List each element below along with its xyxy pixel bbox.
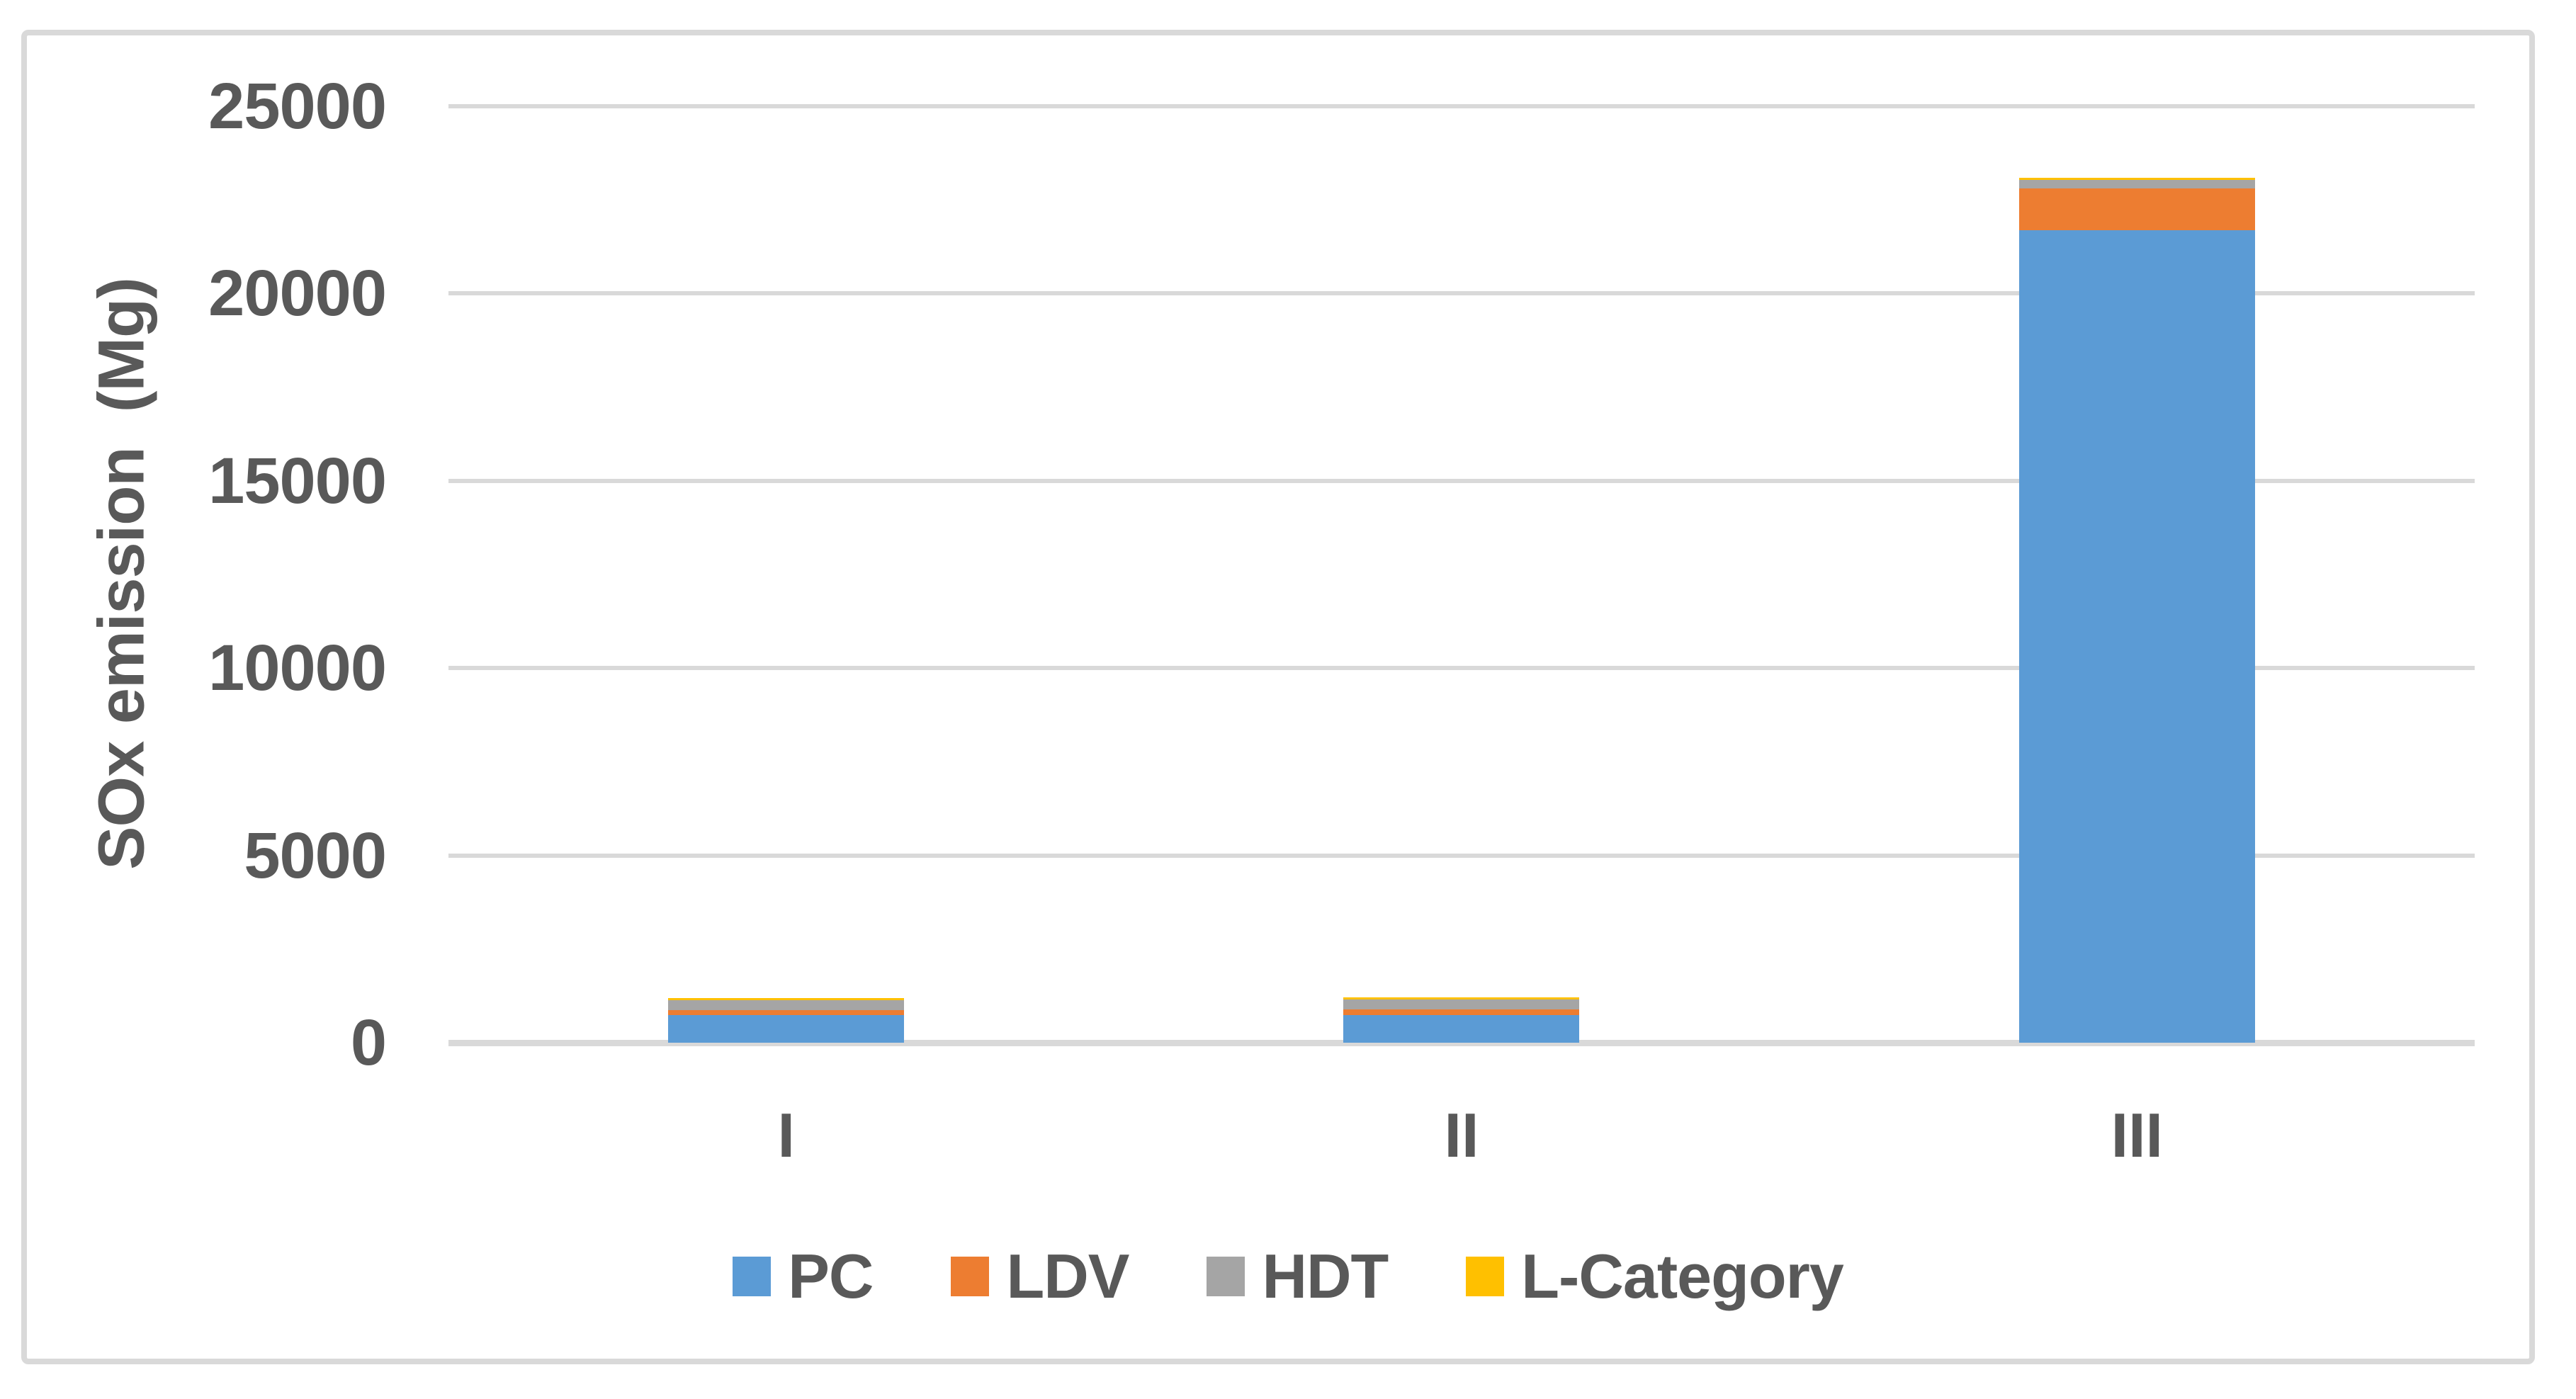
figure-border bbox=[21, 30, 2535, 1364]
y-axis-tick-label: 25000 bbox=[208, 70, 387, 142]
x-axis-label-I: I bbox=[777, 1100, 795, 1170]
bar-III bbox=[2018, 178, 2255, 1043]
legend-label-hdt: HDT bbox=[1262, 1241, 1389, 1311]
bar-cell-II bbox=[1124, 106, 1799, 1043]
bar-segment-ldv-II bbox=[1343, 1009, 1580, 1016]
bar-segment-pc-I bbox=[668, 1014, 905, 1043]
bar-segment-pc-II bbox=[1343, 1015, 1580, 1043]
y-axis-title: SOx emission (Mg) bbox=[85, 278, 158, 870]
x-axis-line bbox=[448, 1040, 2475, 1046]
bar-cell-III bbox=[1800, 106, 2475, 1043]
legend: PC LDV HDT L-Category bbox=[0, 1241, 2576, 1312]
bar-segment-pc-III bbox=[2018, 230, 2255, 1043]
bar-I bbox=[668, 998, 905, 1043]
legend-item-ldv: LDV bbox=[951, 1242, 1129, 1310]
legend-label-ldv: LDV bbox=[1006, 1241, 1129, 1311]
legend-swatch-ldv bbox=[951, 1257, 990, 1296]
gridline bbox=[448, 104, 2475, 108]
bar-segment-l-category-II bbox=[1343, 997, 1580, 1000]
legend-label-l-category: L-Category bbox=[1521, 1241, 1843, 1311]
bar-cell-I bbox=[448, 106, 1124, 1043]
bar-segment-hdt-III bbox=[2018, 179, 2255, 189]
x-axis-labels: I II III bbox=[448, 1097, 2475, 1174]
bar-segment-l-category-III bbox=[2018, 178, 2255, 180]
gridline bbox=[448, 853, 2475, 858]
y-axis-tick-label: 5000 bbox=[244, 819, 387, 892]
y-axis-tick-label: 15000 bbox=[208, 444, 387, 517]
bars-layer bbox=[448, 106, 2475, 1043]
gridline bbox=[448, 478, 2475, 483]
legend-swatch-l-category bbox=[1466, 1257, 1505, 1296]
legend-swatch-hdt bbox=[1207, 1257, 1245, 1296]
legend-item-l-category: L-Category bbox=[1466, 1241, 1844, 1311]
bar-segment-hdt-I bbox=[668, 1000, 905, 1011]
y-axis-tick-label: 0 bbox=[350, 1007, 387, 1079]
x-axis-label-II: II bbox=[1444, 1100, 1479, 1170]
y-axis-tick-label: 20000 bbox=[208, 257, 387, 330]
bar-segment-ldv-I bbox=[668, 1010, 905, 1015]
legend-item-pc: PC bbox=[733, 1241, 874, 1311]
y-axis-tick-label: 10000 bbox=[208, 632, 387, 705]
legend-label-pc: PC bbox=[788, 1241, 874, 1311]
gridline bbox=[448, 291, 2475, 296]
gridline bbox=[448, 666, 2475, 671]
bar-segment-ldv-III bbox=[2018, 188, 2255, 230]
bar-segment-hdt-II bbox=[1343, 999, 1580, 1010]
bar-II bbox=[1343, 997, 1580, 1043]
legend-swatch-pc bbox=[733, 1257, 772, 1296]
x-axis-label-III: III bbox=[2111, 1100, 2163, 1170]
legend-item-hdt: HDT bbox=[1207, 1241, 1389, 1311]
bar-segment-l-category-I bbox=[668, 998, 905, 1001]
